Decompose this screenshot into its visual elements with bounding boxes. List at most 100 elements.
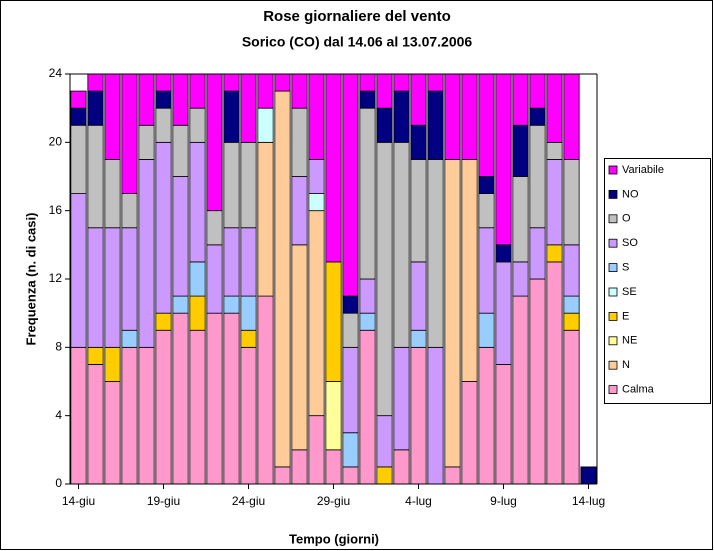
legend-label: O [622, 213, 631, 225]
bar-segment [478, 73, 495, 177]
bar-segment [461, 381, 478, 485]
bar-segment [138, 124, 155, 160]
bar-segment [257, 73, 274, 109]
bar-segment [172, 312, 189, 485]
bar-segment [512, 261, 529, 297]
x-tick-label: 19-giu [147, 494, 180, 508]
bar-segment [155, 90, 172, 109]
bar-segment [104, 159, 121, 229]
legend-label: S [622, 262, 629, 274]
legend-label: NE [622, 335, 637, 347]
bar-segment [563, 295, 580, 314]
y-tick-label: 0 [55, 476, 62, 490]
bar-segment [410, 159, 427, 263]
x-tick-label: 29-giu [317, 494, 350, 508]
bar-segment [104, 381, 121, 485]
bar-segment [87, 364, 104, 485]
bar-segment [342, 295, 359, 314]
bar-segment [410, 124, 427, 160]
bar-segment [155, 329, 172, 485]
bar-segment [325, 449, 342, 485]
bar-segment [291, 449, 308, 485]
bar-segment [274, 73, 291, 92]
x-tick-label: 9-lug [490, 494, 517, 508]
bar-segment [376, 107, 393, 143]
bar-segment [461, 73, 478, 160]
bar-segment [104, 227, 121, 348]
bar-segment [580, 466, 597, 485]
bar-segment [478, 193, 495, 229]
bar-segment [308, 415, 325, 485]
legend-label: NO [622, 188, 639, 200]
bar-segment [189, 261, 206, 297]
bar-segment [121, 329, 138, 348]
bar-segment [512, 176, 529, 263]
legend-swatch [608, 287, 618, 297]
legend-swatch [608, 165, 618, 175]
bar-segment [240, 329, 257, 348]
bar-segment [155, 141, 172, 314]
bar-segment [376, 466, 393, 485]
y-tick-label: 8 [55, 340, 62, 354]
bar-segment [206, 312, 223, 485]
bar-segment [529, 107, 546, 126]
y-tick-label: 12 [49, 271, 63, 285]
bar-segment [240, 295, 257, 331]
bar-segment [410, 346, 427, 485]
bar-segment [410, 73, 427, 126]
bar-segment [529, 124, 546, 229]
legend-swatch [608, 189, 618, 199]
bar-segment [138, 73, 155, 126]
bar-segment [546, 73, 563, 143]
bar-segment [495, 261, 512, 365]
bar-segment [563, 73, 580, 160]
bar-segment [223, 90, 240, 143]
bar-segment [529, 278, 546, 485]
bar-segment [546, 159, 563, 246]
bar-segment [512, 295, 529, 485]
bar-segment [444, 159, 461, 468]
chart-title: Rose giornaliere del vento [263, 8, 451, 25]
bar-segment [121, 73, 138, 194]
legend-swatch [608, 385, 618, 395]
bar-segment [359, 312, 376, 331]
y-tick-label: 24 [49, 66, 63, 80]
bar-segment [546, 261, 563, 485]
bar-segment [410, 261, 427, 331]
bar-segment [529, 73, 546, 109]
bar-segment [563, 244, 580, 297]
bar-segment [257, 141, 274, 297]
bar-segment [104, 346, 121, 382]
bar-segment [546, 141, 563, 160]
legend-swatch [608, 360, 618, 370]
y-tick-label: 20 [49, 135, 63, 149]
bar-segment [223, 295, 240, 314]
legend-label: E [622, 310, 629, 322]
bar-segment [495, 73, 512, 246]
bar-segment [359, 329, 376, 485]
bar-segment [512, 73, 529, 126]
bar-segment [563, 312, 580, 331]
bar-segment [223, 312, 240, 485]
bar-segment [87, 90, 104, 126]
bar-segment [240, 227, 257, 297]
bar-segment [121, 346, 138, 485]
bar-segment [478, 346, 495, 485]
bar-segment [359, 278, 376, 314]
bar-segment [427, 73, 444, 92]
legend-swatch [608, 336, 618, 346]
bar-segment [410, 329, 427, 348]
bar-segment [70, 107, 87, 126]
bar-segment [563, 329, 580, 485]
bar-segment [240, 73, 257, 143]
bar-segment [189, 107, 206, 143]
bar-segment [308, 210, 325, 417]
bar-segment [138, 346, 155, 485]
legend-label: N [622, 359, 630, 371]
x-axis-label: Tempo (giorni) [289, 531, 379, 546]
x-tick-label: 14-lug [572, 494, 605, 508]
bar-segment [427, 90, 444, 160]
bar-segment [359, 90, 376, 109]
bar-segment [223, 141, 240, 229]
bar-segment [376, 415, 393, 468]
